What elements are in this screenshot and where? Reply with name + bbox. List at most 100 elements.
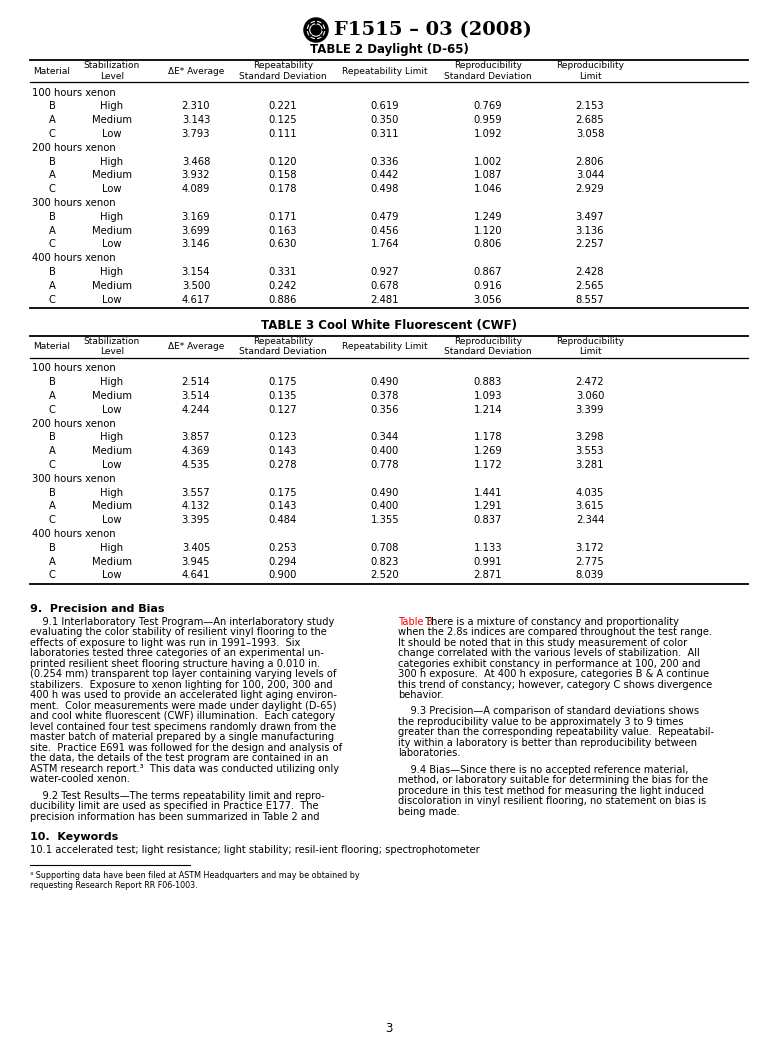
Text: B: B (48, 432, 55, 442)
Text: 0.484: 0.484 (269, 515, 297, 526)
Text: High: High (100, 266, 124, 277)
Text: High: High (100, 432, 124, 442)
Text: Low: Low (102, 405, 121, 414)
Text: TABLE 2 Daylight (D-65): TABLE 2 Daylight (D-65) (310, 44, 468, 56)
Text: 0.171: 0.171 (268, 211, 297, 222)
Text: 10.  Keywords: 10. Keywords (30, 832, 118, 842)
Text: 0.769: 0.769 (474, 101, 503, 111)
Text: 0.143: 0.143 (269, 502, 297, 511)
Text: 2.929: 2.929 (576, 184, 605, 195)
Text: 2.481: 2.481 (371, 295, 399, 305)
Text: 300 hours xenon: 300 hours xenon (32, 198, 116, 208)
Text: Low: Low (102, 184, 121, 195)
Text: 3.945: 3.945 (182, 557, 210, 566)
Text: behavior.: behavior. (398, 690, 443, 701)
Text: Medium: Medium (92, 447, 132, 456)
Text: 0.837: 0.837 (474, 515, 502, 526)
Text: Medium: Medium (92, 281, 132, 290)
Text: Stabilization
Level: Stabilization Level (84, 61, 140, 81)
Text: 9.3 Precision—A comparison of standard deviations shows: 9.3 Precision—A comparison of standard d… (398, 707, 699, 716)
Text: 4.641: 4.641 (182, 570, 210, 581)
Text: C: C (48, 570, 55, 581)
Text: 0.175: 0.175 (268, 377, 297, 387)
Text: 2.428: 2.428 (576, 266, 605, 277)
Text: 3.169: 3.169 (182, 211, 210, 222)
Text: 1.087: 1.087 (474, 171, 503, 180)
Text: 10.1 accelerated test; light resistance; light stability; resil-ient flooring; s: 10.1 accelerated test; light resistance;… (30, 845, 480, 855)
Text: 300 h exposure.  At 400 h exposure, categories B & A continue: 300 h exposure. At 400 h exposure, categ… (398, 669, 709, 679)
Text: High: High (100, 101, 124, 111)
Text: 3.399: 3.399 (576, 405, 605, 414)
Text: 2.806: 2.806 (576, 156, 605, 167)
Text: 1.441: 1.441 (474, 487, 503, 498)
Text: 1.291: 1.291 (474, 502, 503, 511)
Text: 0.221: 0.221 (268, 101, 297, 111)
Text: A: A (48, 447, 55, 456)
Text: 3.497: 3.497 (576, 211, 605, 222)
Text: 4.089: 4.089 (182, 184, 210, 195)
Text: C: C (48, 405, 55, 414)
Text: 1.214: 1.214 (474, 405, 503, 414)
Text: C: C (48, 184, 55, 195)
Text: Low: Low (102, 460, 121, 469)
Text: 0.135: 0.135 (268, 391, 297, 401)
Text: Repeatability
Standard Deviation: Repeatability Standard Deviation (239, 337, 327, 356)
Text: 0.178: 0.178 (268, 184, 297, 195)
Text: categories exhibit constancy in performance at 100, 200 and: categories exhibit constancy in performa… (398, 659, 700, 668)
Text: 0.900: 0.900 (269, 570, 297, 581)
Text: 400 hours xenon: 400 hours xenon (32, 253, 116, 263)
Text: 2.514: 2.514 (182, 377, 210, 387)
Text: Table 3.: Table 3. (398, 616, 436, 627)
Text: 1.764: 1.764 (370, 239, 399, 250)
Text: 2.520: 2.520 (370, 570, 399, 581)
Text: B: B (48, 542, 55, 553)
Text: 2.472: 2.472 (576, 377, 605, 387)
Text: 0.442: 0.442 (371, 171, 399, 180)
Text: 3.298: 3.298 (576, 432, 605, 442)
Text: 0.278: 0.278 (268, 460, 297, 469)
Text: A: A (48, 502, 55, 511)
Text: evaluating the color stability of resilient vinyl flooring to the: evaluating the color stability of resili… (30, 627, 327, 637)
Text: 9.2 Test Results—The terms repeatability limit and repro-: 9.2 Test Results—The terms repeatability… (30, 790, 325, 801)
Text: 0.356: 0.356 (371, 405, 399, 414)
Text: 0.991: 0.991 (474, 557, 503, 566)
Text: 200 hours xenon: 200 hours xenon (32, 418, 116, 429)
Text: Medium: Medium (92, 226, 132, 235)
Text: Repeatability Limit: Repeatability Limit (342, 67, 428, 76)
Text: 3.172: 3.172 (576, 542, 605, 553)
Text: level contained four test specimens randomly drawn from the: level contained four test specimens rand… (30, 721, 336, 732)
Text: 0.927: 0.927 (370, 266, 399, 277)
Text: this trend of constancy; however, category C shows divergence: this trend of constancy; however, catego… (398, 680, 712, 689)
Text: ΔE* Average: ΔE* Average (168, 342, 224, 351)
Text: 2.565: 2.565 (576, 281, 605, 290)
Text: 2.775: 2.775 (576, 557, 605, 566)
Text: ΔE* Average: ΔE* Average (168, 67, 224, 76)
Text: 3.395: 3.395 (182, 515, 210, 526)
Text: B: B (48, 487, 55, 498)
Text: Low: Low (102, 515, 121, 526)
Text: 2.344: 2.344 (576, 515, 605, 526)
Text: 3.058: 3.058 (576, 129, 605, 139)
Text: It should be noted that in this study measurement of color: It should be noted that in this study me… (398, 638, 687, 648)
Text: C: C (48, 129, 55, 139)
Text: Low: Low (102, 239, 121, 250)
Text: 0.778: 0.778 (371, 460, 399, 469)
Text: B: B (48, 211, 55, 222)
Text: ment.  Color measurements were made under daylight (D-65): ment. Color measurements were made under… (30, 701, 337, 711)
Text: 0.456: 0.456 (371, 226, 399, 235)
Text: and cool white fluorescent (CWF) illumination.  Each category: and cool white fluorescent (CWF) illumin… (30, 711, 335, 721)
Text: A: A (48, 557, 55, 566)
Text: 0.125: 0.125 (268, 116, 297, 125)
Text: 3.468: 3.468 (182, 156, 210, 167)
Text: greater than the corresponding repeatability value.  Repeatabil-: greater than the corresponding repeatabi… (398, 728, 714, 737)
Text: C: C (48, 239, 55, 250)
Text: 0.331: 0.331 (269, 266, 297, 277)
Text: Medium: Medium (92, 171, 132, 180)
Text: Reproducibility
Standard Deviation: Reproducibility Standard Deviation (444, 61, 532, 81)
Text: C: C (48, 295, 55, 305)
Text: effects of exposure to light was run in 1991–1993.  Six: effects of exposure to light was run in … (30, 638, 300, 648)
Text: 2.257: 2.257 (576, 239, 605, 250)
Text: High: High (100, 487, 124, 498)
Text: Material: Material (33, 342, 71, 351)
Text: 0.350: 0.350 (371, 116, 399, 125)
